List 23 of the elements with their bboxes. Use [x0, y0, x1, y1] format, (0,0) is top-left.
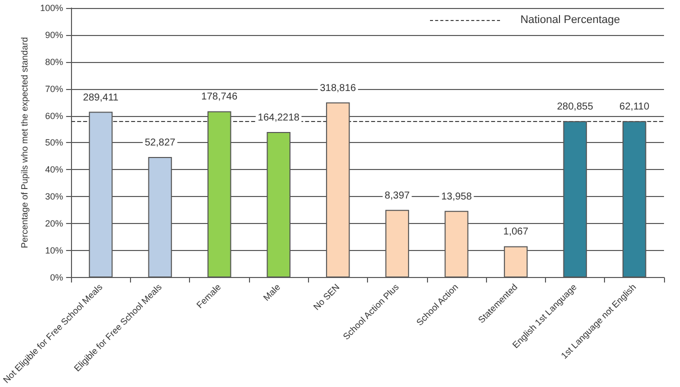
annotation: 164,2218: [258, 112, 300, 124]
y-tick-label: 30%: [45, 192, 64, 202]
y-axis-title: Percentage of Pupils who met the expected standard: [20, 37, 30, 248]
annotation: 289,411: [83, 92, 119, 104]
annotation: 280,855: [556, 102, 594, 113]
y-tick-label: 100%: [40, 3, 64, 13]
y-tick-label: 60%: [45, 110, 64, 121]
y-tick-label: 70%: [45, 84, 64, 94]
y-tick-label: 10%: [45, 246, 64, 256]
annotation: 1,067: [503, 226, 529, 238]
annotation: 318,816: [320, 82, 356, 94]
ref-line-label: National Percentage: [520, 14, 620, 26]
y-tick-label: 20%: [45, 218, 64, 229]
annotation: 52,827: [144, 138, 176, 149]
y-tick-label: 40%: [45, 164, 64, 175]
y-tick-label: 80%: [45, 56, 64, 67]
y-tick-label: 50%: [45, 138, 64, 148]
annotation: 62,110: [619, 102, 650, 113]
annotation: 178,746: [201, 92, 238, 103]
annotation: 8,397: [384, 190, 410, 202]
y-tick-label: 0%: [50, 272, 64, 282]
y-tick-label: 90%: [45, 30, 64, 40]
annotation: 13,958: [441, 191, 472, 202]
